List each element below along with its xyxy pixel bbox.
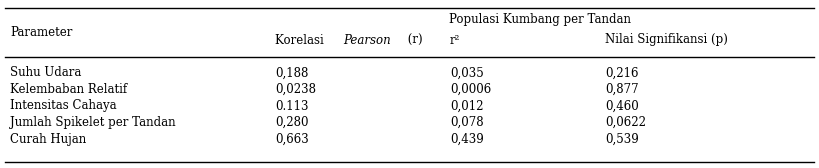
Text: Pearson: Pearson [342,33,391,47]
Text: Populasi Kumbang per Tandan: Populasi Kumbang per Tandan [449,13,631,27]
Text: Curah Hujan: Curah Hujan [10,133,86,145]
Text: 0,877: 0,877 [605,83,639,96]
Text: (r): (r) [405,33,423,47]
Text: 0,078: 0,078 [450,116,484,129]
Text: Jumlah Spikelet per Tandan: Jumlah Spikelet per Tandan [10,116,175,129]
Text: Parameter: Parameter [10,26,72,39]
Text: 0,439: 0,439 [450,133,484,145]
Text: 0,460: 0,460 [605,99,639,113]
Text: 0,216: 0,216 [605,67,639,79]
Text: Nilai Signifikansi (p): Nilai Signifikansi (p) [605,33,728,47]
Text: 0,0006: 0,0006 [450,83,491,96]
Text: Intensitas Cahaya: Intensitas Cahaya [10,99,116,113]
Text: Suhu Udara: Suhu Udara [10,67,81,79]
Text: 0,280: 0,280 [275,116,309,129]
Text: 0,035: 0,035 [450,67,484,79]
Text: 0.113: 0.113 [275,99,309,113]
Text: Korelasi: Korelasi [275,33,328,47]
Text: 0,188: 0,188 [275,67,309,79]
Text: Kelembaban Relatif: Kelembaban Relatif [10,83,127,96]
Text: r²: r² [450,33,460,47]
Text: 0,663: 0,663 [275,133,309,145]
Text: 0,0238: 0,0238 [275,83,316,96]
Text: 0,012: 0,012 [450,99,483,113]
Text: 0,0622: 0,0622 [605,116,646,129]
Text: 0,539: 0,539 [605,133,639,145]
